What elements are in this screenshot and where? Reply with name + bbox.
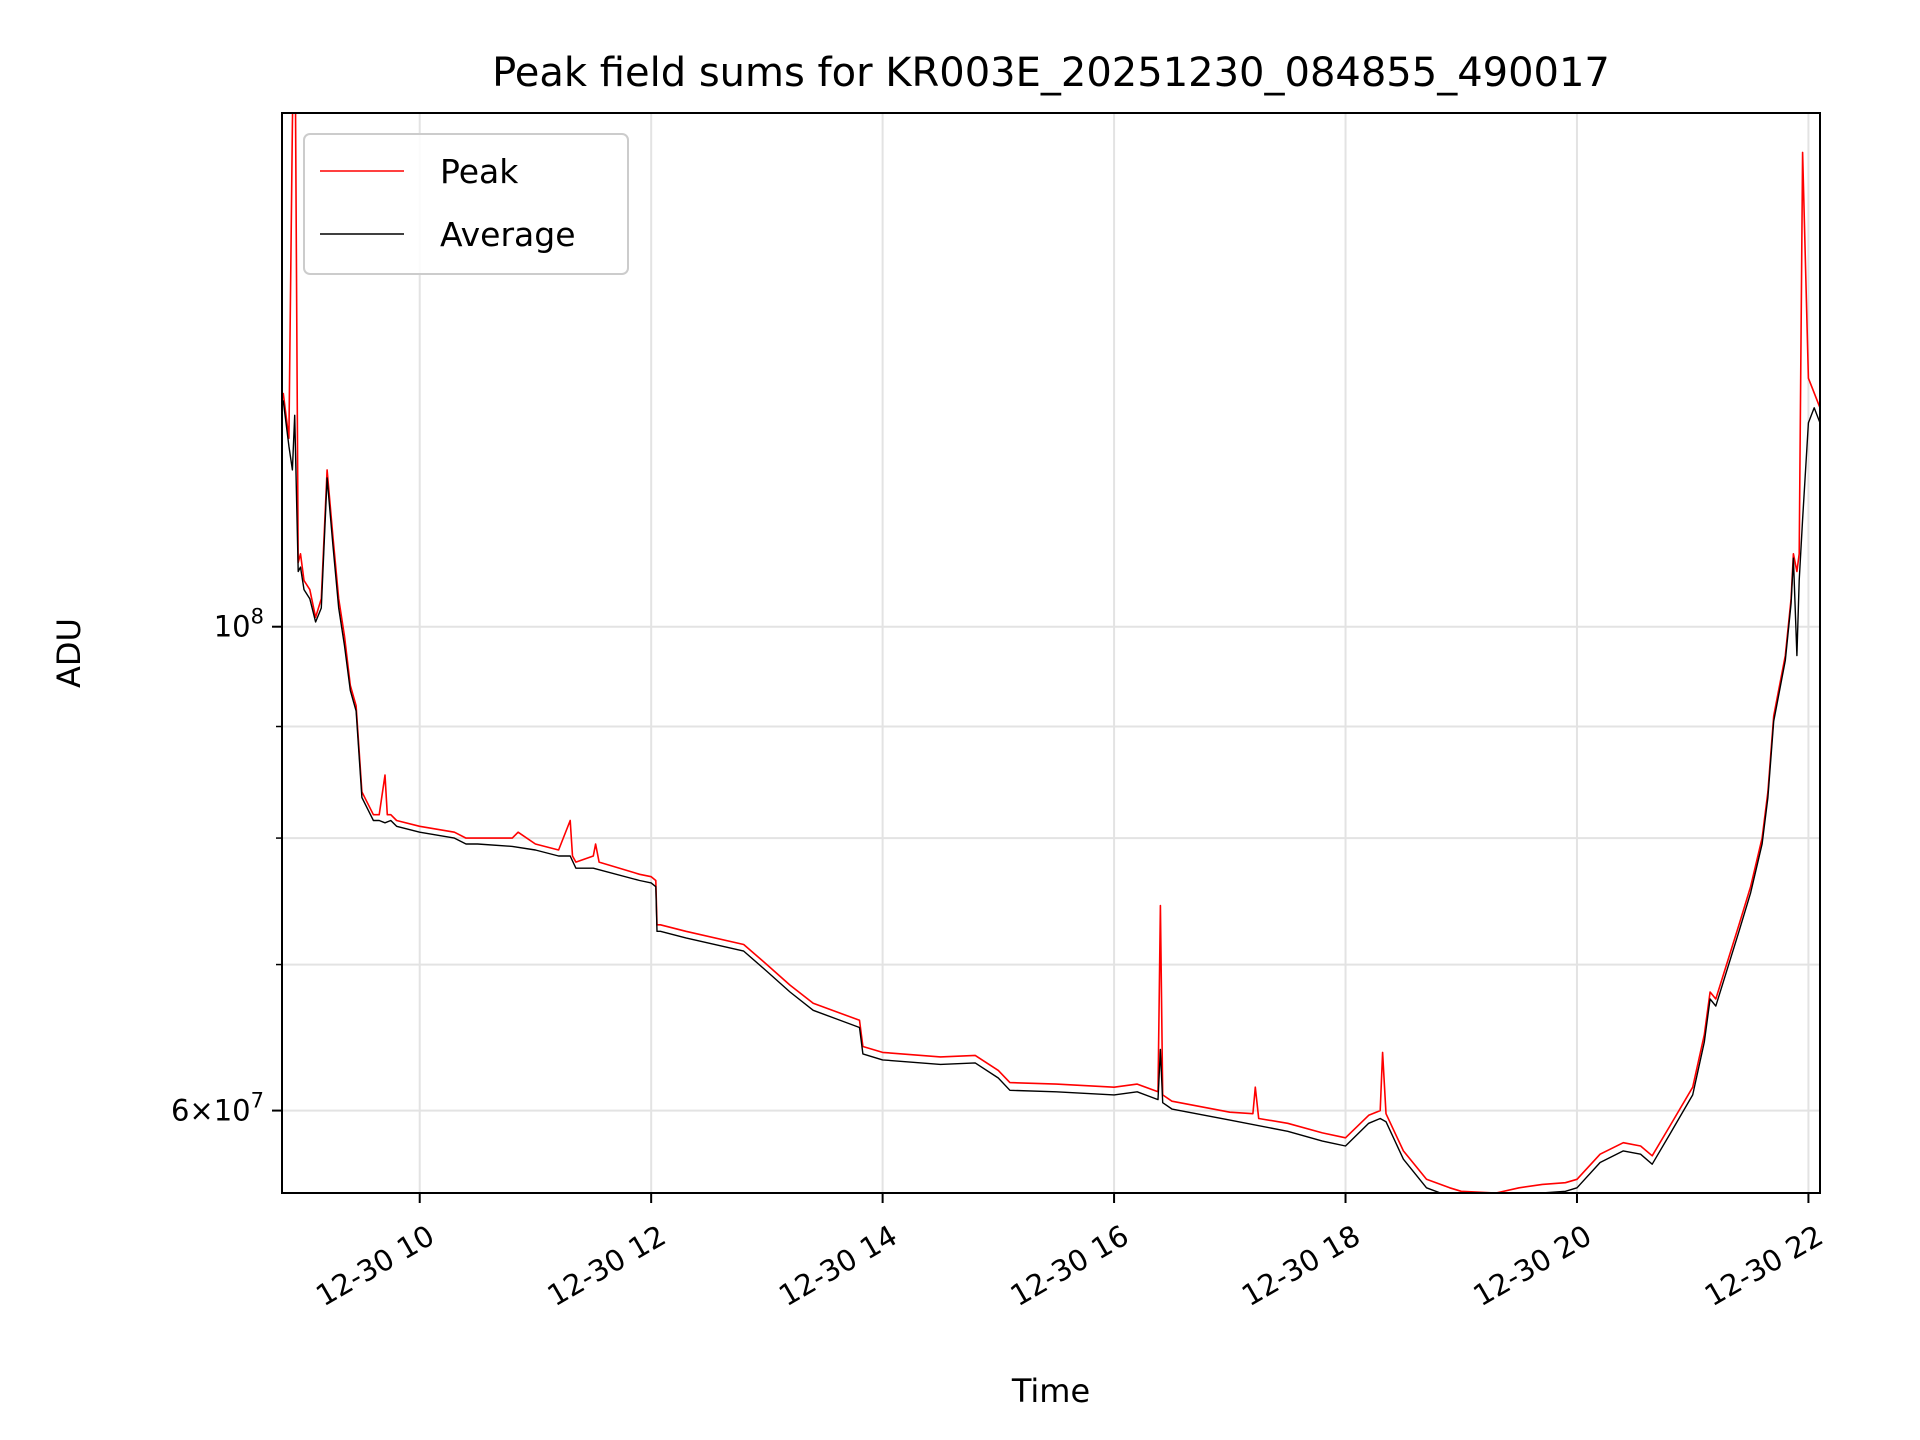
y-axis-title: ADU [50,618,88,688]
series-layer [282,113,1820,1193]
grid-layer [282,113,1820,1193]
plot-frame [281,112,1821,1194]
legend: Peak Average [303,133,629,275]
y-tick-label: 6×107 [171,1089,264,1128]
series-line-average [282,400,1820,1193]
series-line-peak [282,113,1820,1193]
legend-label-average: Average [440,215,576,254]
legend-box [303,133,629,275]
chart-title: Peak field sums for KR003E_20251230_0848… [492,50,1610,96]
y-tick-label: 108 [214,605,264,644]
legend-label-peak: Peak [440,152,519,191]
x-axis-title: Time [1011,1372,1090,1410]
